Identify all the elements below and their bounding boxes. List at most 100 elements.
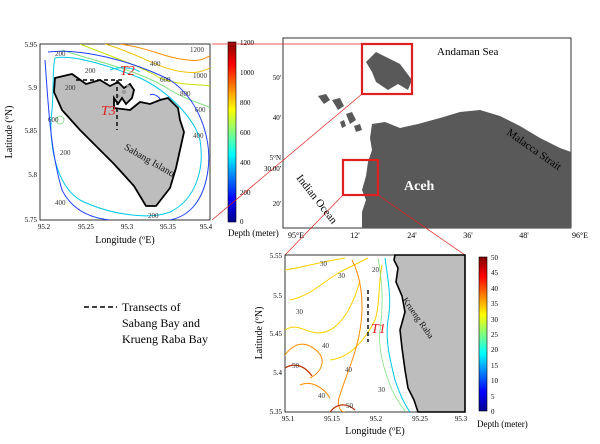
- contour-label: 200: [85, 67, 96, 75]
- contour-40: [299, 383, 331, 399]
- contour-30: [329, 264, 383, 361]
- lon-tick-label: 96°E: [572, 231, 588, 240]
- small-island: [354, 124, 362, 132]
- contour-200-outer: [47, 50, 210, 220]
- connector-line: [211, 93, 363, 221]
- contour-label: 600: [160, 76, 171, 84]
- krueng-contours: [285, 257, 411, 412]
- contour-label: 600: [48, 116, 59, 124]
- colorbar-tick: 20: [491, 346, 499, 354]
- islet: [122, 90, 126, 94]
- sabang-y-axis-label: Latitude (ºN): [4, 106, 15, 159]
- colorbar-bottom: 50 45 40 35 30 25 20 15 10 5 0 Depth (me…: [477, 254, 528, 429]
- x-tick-label: 95.1: [282, 415, 295, 423]
- x-tick-label: 95.4: [200, 223, 213, 231]
- contour-20: [384, 257, 411, 412]
- contour-label: 200: [65, 84, 76, 92]
- contour-label: 200: [148, 212, 159, 220]
- contour-label: 1000: [193, 72, 208, 80]
- contour-label: 1200: [190, 46, 205, 54]
- contour-40: [337, 259, 363, 412]
- contour-400: [50, 56, 202, 217]
- contour-label: 800: [180, 90, 191, 98]
- contour-label: 400: [150, 60, 161, 68]
- contour-label: 40: [318, 392, 326, 400]
- krueng-y-axis-label: Latitude (ºN): [254, 307, 265, 360]
- colorbar-tick: 5: [491, 393, 495, 401]
- contour-30: [289, 257, 369, 301]
- contour-label: 400: [193, 132, 204, 140]
- lon-tick-label: 95°E: [288, 231, 304, 240]
- colorbar-tick: 45: [491, 269, 499, 277]
- colorbar-tick: 35: [491, 300, 499, 308]
- contour-label: 600: [195, 106, 206, 114]
- contour-600: [61, 49, 210, 109]
- colorbar-tick: 1000: [240, 69, 255, 77]
- contour-label: 20: [372, 266, 380, 274]
- y-tick-label: 5.9: [28, 84, 37, 92]
- contour-50: [329, 404, 356, 412]
- sabang-x-ticks: 95.2 95.25 95.3 95.35 95.4: [38, 223, 213, 231]
- colorbar-tick: 0: [240, 218, 244, 226]
- colorbar-tick: 1200: [240, 39, 255, 47]
- colorbar-bottom-ticks: 50 45 40 35 30 25 20 15 10 5 0: [491, 254, 499, 416]
- aceh-map: Andaman Sea Malacca Strait Indian Ocean …: [211, 37, 588, 256]
- contour-30: [285, 257, 346, 271]
- contour-30: [285, 279, 361, 334]
- contour-800: [79, 44, 210, 87]
- y-tick-label: 5.5: [273, 292, 282, 300]
- transect-label-t2: T2: [120, 64, 135, 79]
- colorbar-tick: 30: [491, 316, 499, 324]
- x-tick-label: 95.3: [455, 415, 468, 423]
- x-tick-label: 95.2: [370, 415, 383, 423]
- x-tick-label: 95.35: [160, 223, 176, 231]
- transect-label-t1: T1: [371, 322, 386, 337]
- contour-bay: [109, 67, 141, 73]
- krueng-x-axis-label: Longitude (ºE): [345, 426, 404, 437]
- sabang-contours: [44, 44, 210, 220]
- contour-25: [377, 257, 407, 412]
- colorbar-bottom-gradient: [478, 256, 488, 412]
- lon-tick-label: 36': [463, 231, 473, 240]
- y-tick-label: 5.35: [270, 408, 283, 416]
- sabang-map: T2 T3 Sabang Island 200 1200 1000 200 40…: [4, 41, 213, 246]
- colorbar-top-label: Depth (meter): [228, 228, 279, 238]
- sabang-island: [53, 73, 185, 207]
- y-tick-label: 5.85: [25, 127, 38, 135]
- colorbar-tick: 800: [240, 99, 251, 107]
- lat-tick-label: 20': [273, 200, 281, 208]
- contour-label: 40: [322, 342, 330, 350]
- lat-tick-label: 40': [273, 114, 281, 122]
- y-tick-label: 5.45: [270, 330, 283, 338]
- contour-label: 200: [55, 50, 66, 58]
- label-andaman-sea: Andaman Sea: [437, 46, 499, 58]
- colorbar-tick: 600: [240, 129, 251, 137]
- colorbar-tick: 15: [491, 362, 499, 370]
- x-tick-label: 95.25: [78, 223, 94, 231]
- contour-label: 400: [55, 199, 66, 207]
- small-island: [318, 94, 330, 104]
- contour-200-west: [44, 59, 111, 220]
- connector-line: [377, 194, 466, 256]
- aceh-lon-ticks: 95°E 12' 24' 36' 48' 96°E: [288, 231, 588, 240]
- islet: [126, 84, 130, 88]
- contour-40: [285, 343, 323, 379]
- colorbar-top-gradient: [227, 41, 237, 223]
- krueng-coast: [393, 254, 466, 413]
- contour-1200: [119, 44, 210, 61]
- legend-line-1: Transects of: [122, 300, 181, 314]
- sabang-x-axis-label: Longitude (ºE): [95, 235, 154, 246]
- colorbar-tick: 0: [491, 408, 495, 416]
- small-island: [332, 98, 344, 110]
- x-tick-label: 95.25: [412, 415, 428, 423]
- colorbar-tick: 50: [491, 254, 499, 262]
- lon-tick-label: 48': [519, 231, 529, 240]
- legend-line-2: Sabang Bay and: [122, 316, 200, 330]
- weh-island: [366, 52, 412, 90]
- connector-line: [284, 194, 344, 256]
- colorbar-tick: 40: [491, 285, 499, 293]
- y-tick-label: 5.75: [25, 216, 38, 224]
- y-tick-label: 5.8: [28, 171, 37, 179]
- y-tick-label: 5.4: [273, 369, 282, 377]
